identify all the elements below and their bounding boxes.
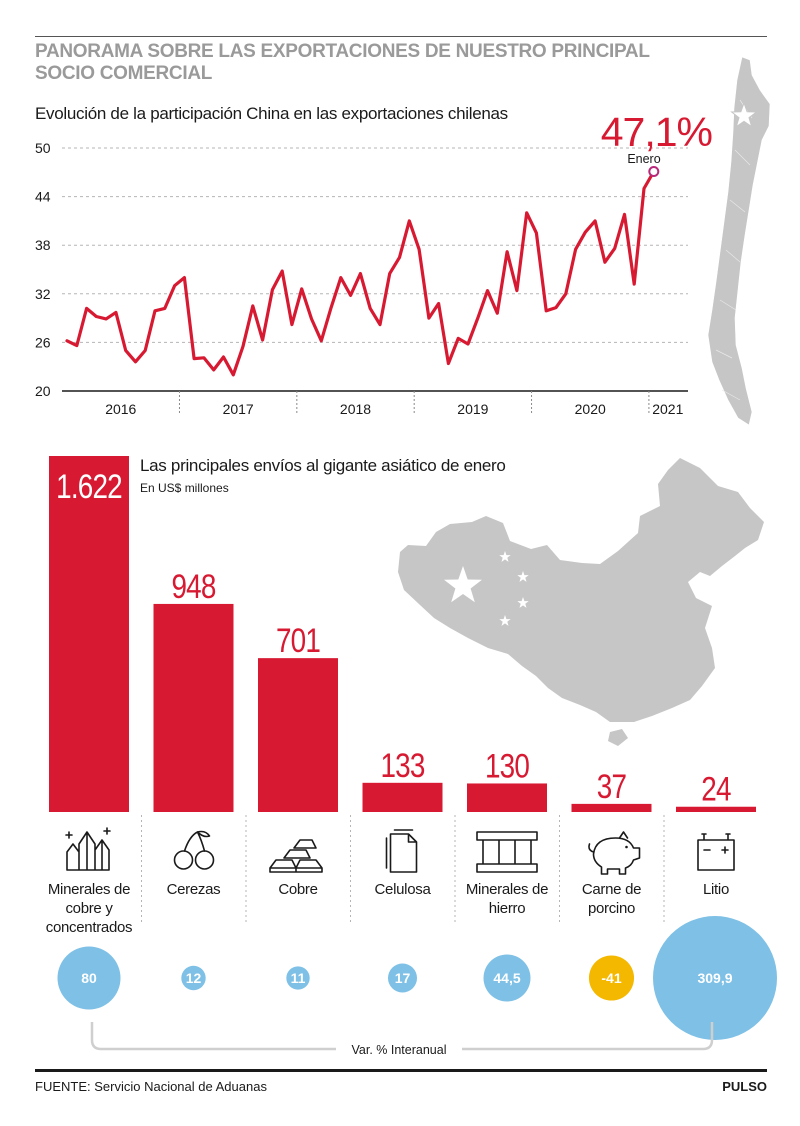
category-label: Celulosa	[374, 881, 431, 898]
line-annotation-group: 47,1%Enero	[601, 109, 713, 177]
x-tick-label: 2019	[457, 401, 488, 417]
bar-value-label: 37	[597, 767, 626, 805]
china-map	[398, 458, 764, 746]
bar	[467, 783, 547, 812]
china-small-star-icon	[517, 571, 529, 582]
category-label: Cobre	[278, 881, 318, 898]
bar-value-label: 133	[380, 746, 424, 784]
y-tick-label: 32	[35, 286, 51, 302]
line-series-group	[65, 169, 656, 377]
bar	[571, 803, 652, 812]
var-bubble	[653, 916, 777, 1040]
bottom-rule	[35, 1069, 767, 1072]
bar-icons-group	[65, 827, 735, 875]
bar-value-label: 701	[276, 622, 320, 660]
y-tick-label: 50	[35, 140, 51, 156]
china-small-star-icon	[517, 597, 529, 608]
var-bubble	[181, 965, 206, 991]
var-bubble-label: 44,5	[493, 970, 520, 986]
line-series	[65, 169, 656, 377]
highlight-label: Enero	[627, 152, 660, 166]
var-bubble-label: 80	[81, 970, 97, 986]
chile-map	[707, 56, 771, 426]
china-small-star-icon	[499, 615, 511, 626]
iron-beam-icon	[476, 831, 538, 873]
bar	[258, 658, 338, 812]
y-tick-label: 20	[35, 383, 51, 399]
paper-sheets-icon	[385, 829, 418, 873]
page-title: PANORAMA SOBRE LAS EXPORTACIONES DE NUES…	[35, 41, 650, 84]
bar	[49, 456, 129, 812]
y-tick-label: 38	[35, 237, 51, 253]
bar	[676, 806, 756, 812]
highlight-point	[648, 165, 660, 177]
category-label: Carne de porcino	[581, 881, 642, 917]
crystals-icon	[65, 827, 111, 871]
var-bubble	[286, 966, 310, 990]
var-bubble-label: 12	[186, 970, 202, 986]
var-bubble-label: 309,9	[697, 970, 732, 986]
x-tick-label: 2017	[223, 401, 254, 417]
var-bubble	[387, 963, 418, 993]
var-bubble	[483, 954, 531, 1002]
var-bubbles-group: 80 12 11 17 44,5 -41 309,9	[57, 916, 777, 1040]
source-note: FUENTE: Servicio Nacional de Aduanas	[35, 1079, 267, 1094]
var-bubble	[57, 946, 121, 1010]
bar-chart-title: Las principales envíos al gigante asiáti…	[140, 456, 506, 475]
y-tick-label: 44	[35, 189, 51, 205]
var-bubble-label: 11	[291, 970, 306, 986]
line-chart-title: Evolución de la participación China en l…	[35, 104, 508, 123]
cherries-icon	[173, 830, 215, 870]
category-label: Minerales de hierro	[465, 881, 549, 917]
top-rule	[35, 36, 767, 37]
battery-icon	[697, 833, 735, 871]
highlight-value: 47,1%	[601, 109, 712, 155]
category-label: Minerales de cobre y concentrados	[45, 881, 133, 936]
gold-bars-icon	[269, 839, 323, 873]
bar-value-label: 1.622	[56, 467, 122, 505]
chile-star-icon	[730, 101, 758, 128]
bar	[362, 782, 443, 812]
x-tick-label: 2016	[105, 401, 136, 417]
china-small-star-icon	[499, 551, 511, 562]
var-bracket: Var. % Interanual	[90, 1022, 714, 1057]
category-label: Cerezas	[166, 881, 221, 898]
var-bubble-label: 17	[395, 970, 411, 986]
line-chart-x-axis: 2016 2017 2018 2019 2020 2021	[62, 390, 688, 417]
bar-chart-unit: En US$ millones	[140, 481, 229, 495]
pig-icon	[588, 831, 641, 875]
china-big-star-icon	[444, 566, 482, 603]
brand-logo: PULSO	[722, 1079, 767, 1094]
bar-value-label: 24	[701, 770, 731, 808]
category-label: Litio	[702, 881, 730, 898]
var-bubble-label: -41	[601, 970, 621, 986]
line-chart-grid: 20 26 32 38 44 50	[35, 140, 688, 399]
x-tick-label: 2021	[652, 401, 683, 417]
y-tick-label: 26	[35, 334, 51, 350]
var-label: Var. % Interanual	[352, 1043, 447, 1057]
x-tick-label: 2020	[575, 401, 606, 417]
bar-series-group: 1.622 948 701 133 130 37 24	[49, 456, 756, 812]
bar	[153, 603, 234, 812]
x-tick-label: 2018	[340, 401, 371, 417]
var-bubble	[588, 955, 635, 1001]
bar-value-label: 130	[485, 747, 530, 785]
bar-value-label: 948	[171, 567, 215, 605]
